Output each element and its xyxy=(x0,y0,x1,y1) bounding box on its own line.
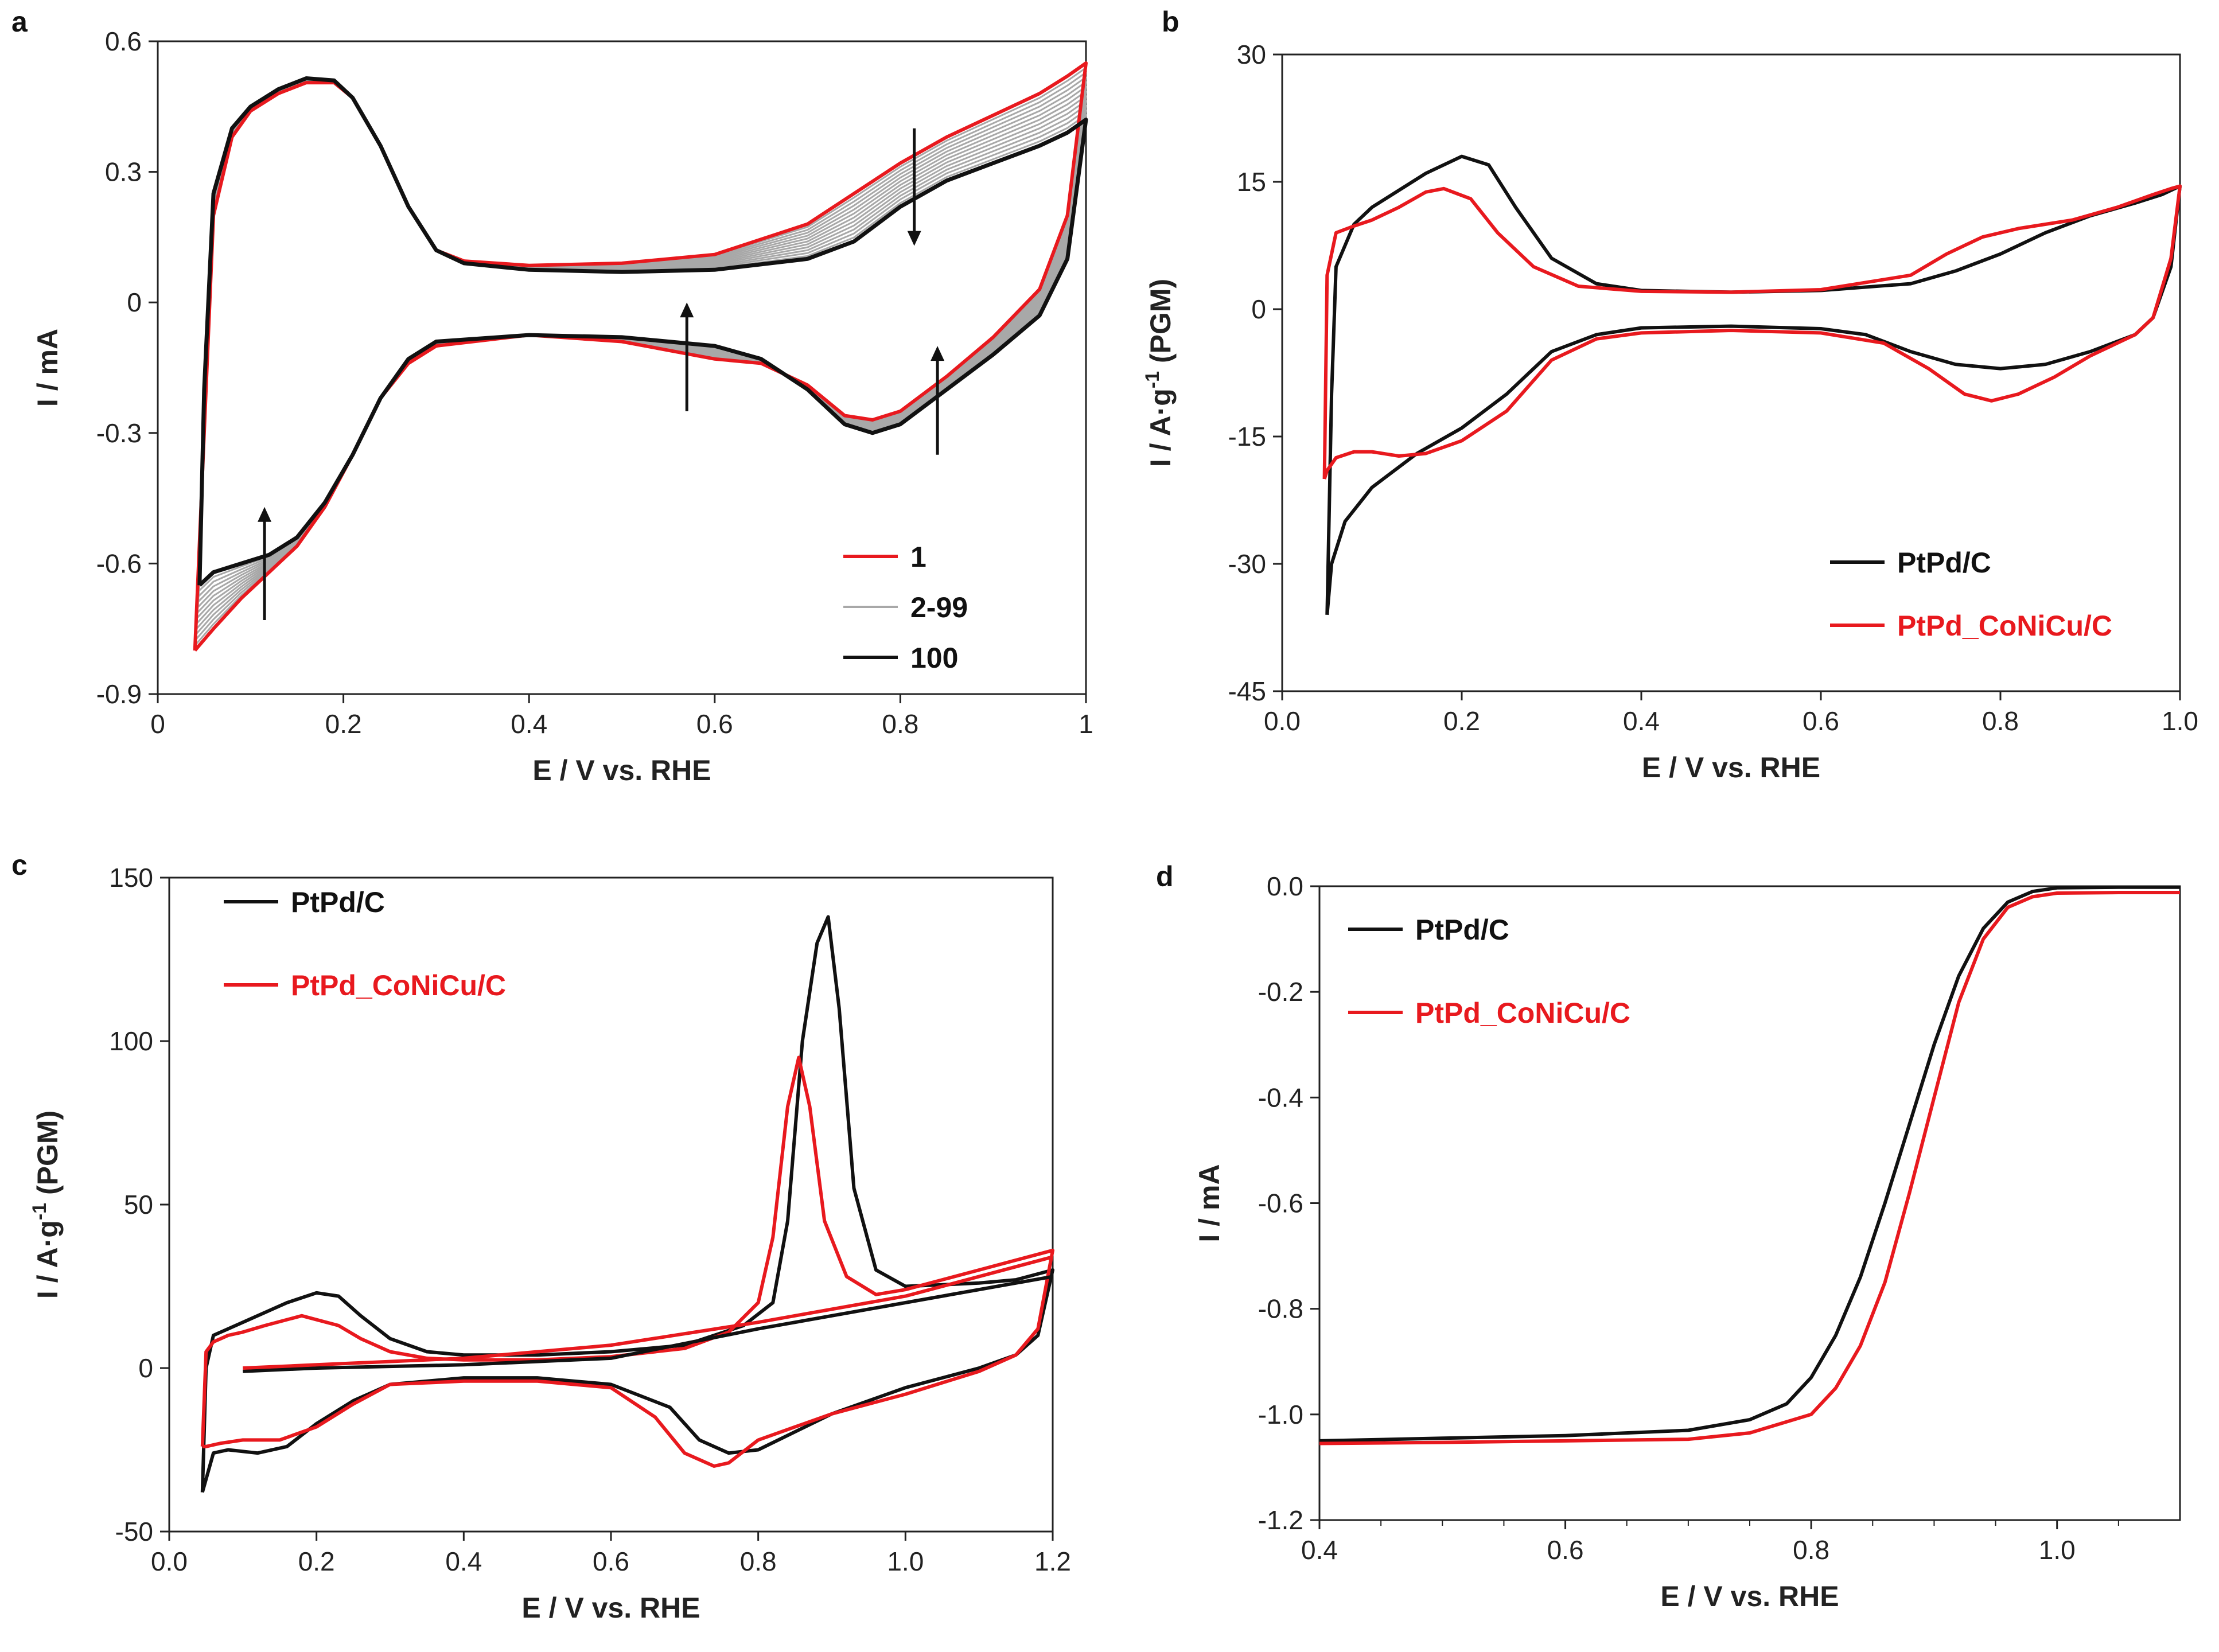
x-tick-label: 0.8 xyxy=(1793,1535,1829,1565)
x-tick-label: 0.0 xyxy=(1264,706,1301,736)
y-axis-label: I / mA xyxy=(32,329,64,407)
x-tick-label: 0.4 xyxy=(1301,1535,1338,1565)
y-tick-label: 150 xyxy=(109,863,153,893)
series-line xyxy=(1322,184,2182,480)
y-tick-label: 0 xyxy=(1251,294,1266,324)
legend-entry-label: 2-99 xyxy=(910,591,968,624)
series-line xyxy=(193,61,1088,652)
y-axis-label: I / A·g-1 (PGM) xyxy=(29,1111,64,1299)
series-line xyxy=(243,1255,1053,1370)
legend: PtPd/C PtPd_CoNiCu/C xyxy=(224,886,506,1002)
x-axis-label: E / V vs. RHE xyxy=(1642,751,1820,784)
y-tick-label: 0.0 xyxy=(1267,871,1303,901)
y-axis-label: I / mA xyxy=(1193,1164,1225,1242)
y-axis-label: I / A·g-1 (PGM) xyxy=(1142,279,1177,467)
y-tick-label: 0.6 xyxy=(105,26,142,56)
series-line xyxy=(200,915,1054,1493)
legend-entry-label: PtPd_CoNiCu/C xyxy=(291,969,506,1002)
x-tick-label: 0.4 xyxy=(1623,706,1660,736)
x-tick-label: 1.2 xyxy=(1034,1546,1071,1576)
panel-label-b: b xyxy=(1162,6,1179,38)
x-tick-label: 1.0 xyxy=(2162,706,2198,736)
legend-entry-label: PtPd_CoNiCu/C xyxy=(1897,610,2112,642)
y-tick-label: -0.9 xyxy=(96,679,142,709)
x-tick-label: 0.8 xyxy=(740,1546,777,1576)
x-axis-label: E / V vs. RHE xyxy=(521,1592,700,1624)
y-tick-label: 15 xyxy=(1237,167,1266,197)
x-axis-label: E / V vs. RHE xyxy=(1660,1580,1839,1612)
y-tick-label: -0.2 xyxy=(1258,977,1303,1007)
legend-entry-label: PtPd/C xyxy=(291,886,385,918)
chart-panel-c: c 0.0 0.2 0.4 0.6 0.8 1.0 1.2 -50 0 50 100 150 E / V … xyxy=(11,849,1071,1624)
x-tick-label: 0.4 xyxy=(511,709,547,739)
x-tick-label: 1.0 xyxy=(887,1546,924,1576)
y-tick-label: 50 xyxy=(124,1190,153,1219)
arrow-head-icon xyxy=(258,506,272,522)
plot-frame xyxy=(157,40,1087,695)
y-tick-label: -0.6 xyxy=(1258,1189,1303,1218)
y-tick-label: 100 xyxy=(109,1026,153,1056)
series-line xyxy=(200,1055,1054,1468)
x-tick-label: 0.6 xyxy=(1803,706,1839,736)
y-tick-label: 0.3 xyxy=(105,157,142,187)
y-tick-label: -0.4 xyxy=(1258,1082,1303,1112)
chart-panel-d: d 0.4 0.6 0.8 1.0 -1.2 -1.0 -0.8 -0.6 -0.4 -0.2 0.0… xyxy=(1156,860,2181,1612)
legend-entry-label: 1 xyxy=(910,541,926,573)
cycle-line-intermediate xyxy=(194,71,1087,641)
y-tick-label: -1.0 xyxy=(1258,1400,1303,1429)
panel-label-d: d xyxy=(1156,860,1174,893)
series-line xyxy=(1325,154,2182,615)
plot-frame xyxy=(1318,885,2181,1521)
y-tick-label: -45 xyxy=(1228,676,1266,706)
chart-panel-a: a 0 0.2 0.4 0.6 0.8 1 -0.9 -0.6 -0.3 0 0.3 0.6 E / V … xyxy=(11,6,1093,786)
x-tick-label: 0.2 xyxy=(325,709,362,739)
legend-entry-label: PtPd/C xyxy=(1415,914,1509,946)
series-line xyxy=(1319,891,2180,1446)
x-tick-label: 1.0 xyxy=(2039,1535,2076,1565)
y-tick-label: -50 xyxy=(115,1517,153,1546)
legend: 1 2-99 100 xyxy=(843,541,968,674)
y-tick-label: -30 xyxy=(1228,549,1266,579)
chart-panel-b: b 0.0 0.2 0.4 0.6 0.8 1.0 -45 -30 -15 0 15 30 E / V v… xyxy=(1142,6,2198,784)
y-tick-label: 0 xyxy=(138,1353,153,1383)
panel-label-c: c xyxy=(11,849,28,881)
y-tick-label: -0.6 xyxy=(96,548,142,578)
series-line xyxy=(197,76,1088,587)
cycle-line-intermediate xyxy=(196,80,1087,624)
arrow-head-icon xyxy=(931,346,945,361)
x-tick-label: 0.2 xyxy=(298,1546,335,1576)
y-tick-label: -0.3 xyxy=(96,418,142,448)
x-tick-label: 0 xyxy=(150,709,165,739)
x-tick-label: 0.0 xyxy=(151,1546,188,1576)
x-tick-label: 1 xyxy=(1079,709,1093,739)
x-tick-label: 0.8 xyxy=(1982,706,2019,736)
cycle-line-intermediate xyxy=(196,79,1087,619)
arrow-head-icon xyxy=(907,231,921,246)
x-tick-label: 0.6 xyxy=(593,1546,629,1576)
x-tick-label: 0.2 xyxy=(1443,706,1480,736)
x-axis-label: E / V vs. RHE xyxy=(532,754,711,786)
y-tick-label: -1.2 xyxy=(1258,1505,1303,1535)
x-tick-label: 0.6 xyxy=(1547,1535,1584,1565)
y-tick-label: 0 xyxy=(127,287,142,317)
legend: PtPd/C PtPd_CoNiCu/C xyxy=(1348,914,1630,1029)
y-tick-label: -0.8 xyxy=(1258,1294,1303,1324)
legend-entry-label: PtPd_CoNiCu/C xyxy=(1415,997,1630,1029)
series-2-99 xyxy=(194,67,1087,646)
legend-entry-label: 100 xyxy=(910,642,958,674)
panel-label-a: a xyxy=(11,6,28,38)
cycle-line-intermediate xyxy=(194,67,1087,646)
y-tick-label: 30 xyxy=(1237,40,1266,69)
x-tick-label: 0.6 xyxy=(696,709,733,739)
legend: PtPd/C PtPd_CoNiCu/C xyxy=(1830,547,2112,642)
arrow-head-icon xyxy=(680,302,694,318)
x-tick-label: 0.8 xyxy=(882,709,918,739)
legend-entry-label: PtPd/C xyxy=(1897,547,1991,579)
plot-frame xyxy=(1281,53,2181,692)
series-line xyxy=(243,1275,1053,1373)
x-tick-label: 0.4 xyxy=(445,1546,482,1576)
series-line xyxy=(1319,885,2180,1443)
y-tick-label: -15 xyxy=(1228,422,1266,451)
